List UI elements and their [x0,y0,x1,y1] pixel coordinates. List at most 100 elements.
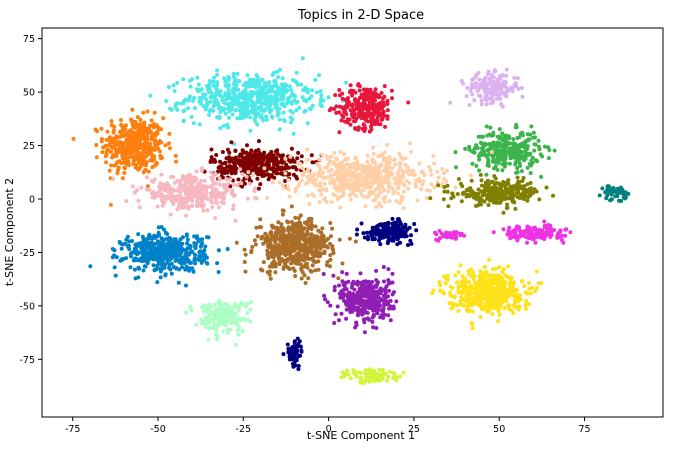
point [272,175,277,180]
point [373,161,377,165]
point [207,109,212,114]
point [351,164,356,169]
point [229,156,234,161]
point [409,233,413,238]
point [597,193,602,198]
point [139,185,144,190]
point [193,185,197,190]
point [132,136,136,141]
point [332,321,337,325]
point [400,228,405,233]
point [343,179,348,184]
point [407,141,412,146]
point [119,149,124,154]
point [120,124,125,129]
point [218,159,222,164]
point [467,147,472,152]
point [344,170,349,174]
point [224,97,229,102]
point [268,238,273,243]
point [390,271,395,276]
point [382,279,386,284]
point [265,270,270,275]
point [190,99,195,104]
point [299,266,304,271]
point [383,124,387,129]
point [213,216,218,221]
point [389,170,393,175]
point [259,164,264,169]
point [431,153,436,158]
point [472,98,477,103]
point [360,115,365,120]
point [353,239,358,244]
point [324,154,329,159]
point [153,192,158,197]
point [500,168,505,173]
point [132,247,137,252]
point [420,182,425,187]
point [280,212,285,217]
point [215,193,220,198]
point [267,80,272,85]
point [307,217,311,222]
point [254,112,259,117]
point [284,166,288,171]
point [358,189,363,194]
point [162,184,167,189]
point [174,159,179,164]
point [88,264,93,269]
point [477,157,482,162]
point [275,227,280,232]
point [609,197,614,202]
point [280,96,285,101]
point [123,153,128,157]
point [479,102,484,107]
point [128,265,133,270]
point [295,176,299,181]
point [362,317,367,322]
point [287,84,292,89]
point [158,246,163,251]
point [109,149,114,154]
point [137,250,142,255]
point [502,164,507,169]
point [111,140,116,145]
point [323,297,328,302]
point [310,263,315,268]
point [211,79,216,84]
point [387,175,391,180]
point [334,104,339,109]
point [348,162,353,167]
point [169,191,174,196]
point [497,136,502,141]
point [485,163,490,168]
point [196,181,201,186]
point [338,171,343,176]
point [344,162,349,167]
point [307,256,312,261]
point [325,300,330,305]
point [142,124,147,129]
point [190,195,195,200]
point [512,75,517,80]
point [362,320,367,325]
point [492,187,497,192]
point [276,220,281,225]
point [487,132,492,137]
point [130,107,135,112]
point [185,204,190,209]
cluster-2 [327,82,411,135]
point [474,163,479,168]
point [225,147,230,152]
point [299,235,304,240]
point [109,163,114,168]
point [492,68,497,73]
point [332,288,337,293]
point [116,165,121,170]
point [355,180,360,185]
point [140,132,145,137]
point [442,171,446,176]
point [395,235,400,240]
point [145,240,150,245]
